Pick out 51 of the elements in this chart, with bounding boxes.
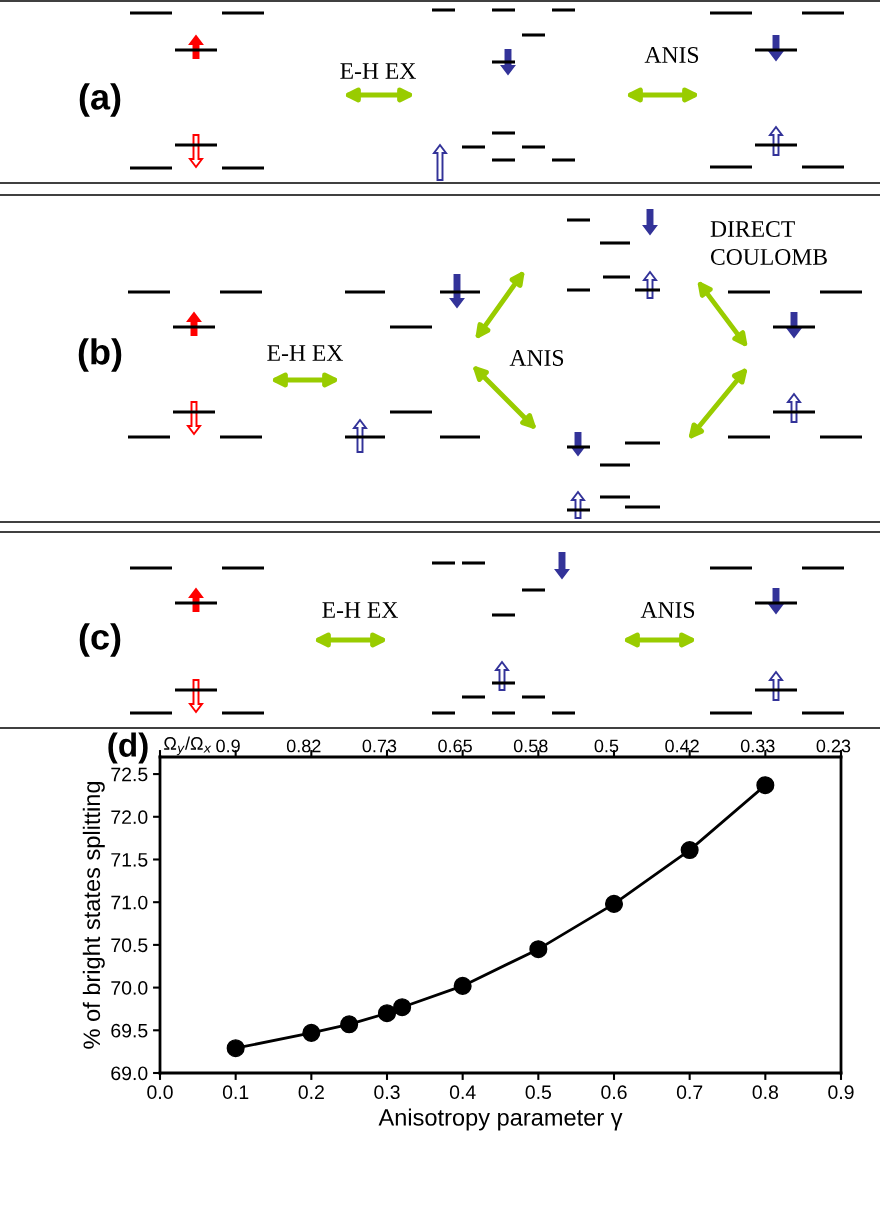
text: 0.33 bbox=[740, 739, 775, 753]
point bbox=[529, 940, 548, 959]
x-tick-label: 0.0 bbox=[147, 1085, 173, 1100]
point bbox=[680, 841, 699, 860]
x-axis-title: Anisotropy parameter γ bbox=[378, 1108, 623, 1131]
x-tick-label: 0.1 bbox=[222, 1085, 249, 1100]
y-tick-label: 69.5 bbox=[111, 1023, 148, 1038]
point bbox=[604, 894, 624, 913]
text: ANIS bbox=[509, 350, 564, 366]
text: 0.9 bbox=[216, 739, 240, 753]
y-tick-label: 71.0 bbox=[111, 895, 148, 910]
y-tick-label: 70.0 bbox=[111, 981, 148, 995]
text: (a) bbox=[79, 83, 121, 117]
x2-axis-title: Ω$_{y}$/Ω$_{x}$ bbox=[164, 736, 212, 756]
y-tick-label: 69.0 bbox=[111, 1066, 148, 1081]
text: E-H EX bbox=[267, 345, 343, 361]
text: (c) bbox=[79, 623, 121, 657]
x-tick-label: 0.7 bbox=[676, 1085, 703, 1100]
point bbox=[453, 976, 472, 995]
x-tick-label: 0.3 bbox=[374, 1085, 400, 1100]
x-tick-label: 0.4 bbox=[449, 1085, 476, 1100]
point bbox=[393, 998, 412, 1017]
y-tick-label: 72.5 bbox=[111, 767, 148, 782]
point bbox=[302, 1023, 321, 1042]
x-tick-label: 0.6 bbox=[601, 1085, 627, 1100]
text: E-H EX bbox=[322, 602, 398, 618]
text: (b) bbox=[78, 338, 122, 372]
chart-title: (d) bbox=[108, 732, 148, 764]
text: 0.23 bbox=[816, 739, 851, 753]
point bbox=[756, 776, 775, 795]
text: 0.42 bbox=[665, 739, 699, 753]
y-tick-label: 72.0 bbox=[111, 810, 148, 825]
text: ANIS bbox=[644, 47, 699, 63]
point bbox=[226, 1039, 245, 1058]
x-tick-label: 0.5 bbox=[525, 1085, 552, 1100]
text: 0.82 bbox=[286, 739, 321, 753]
y-tick-label: 71.5 bbox=[111, 853, 148, 867]
text: DIRECT COULOMB bbox=[710, 221, 827, 265]
text: 0.65 bbox=[438, 739, 472, 753]
text: ANIS bbox=[640, 602, 695, 618]
y-axis-title: % of bright states splitting bbox=[82, 782, 105, 1049]
x-tick-label: 0.8 bbox=[752, 1085, 778, 1100]
point bbox=[340, 1015, 359, 1034]
y-tick-label: 70.5 bbox=[111, 938, 148, 953]
point bbox=[377, 1004, 397, 1023]
text: E-H EX bbox=[340, 63, 416, 79]
x-tick-label: 0.9 bbox=[828, 1085, 854, 1100]
text: 0.5 bbox=[594, 739, 619, 753]
text: 0.73 bbox=[362, 739, 397, 753]
text: 0.58 bbox=[513, 739, 548, 753]
x-tick-label: 0.2 bbox=[298, 1085, 324, 1100]
